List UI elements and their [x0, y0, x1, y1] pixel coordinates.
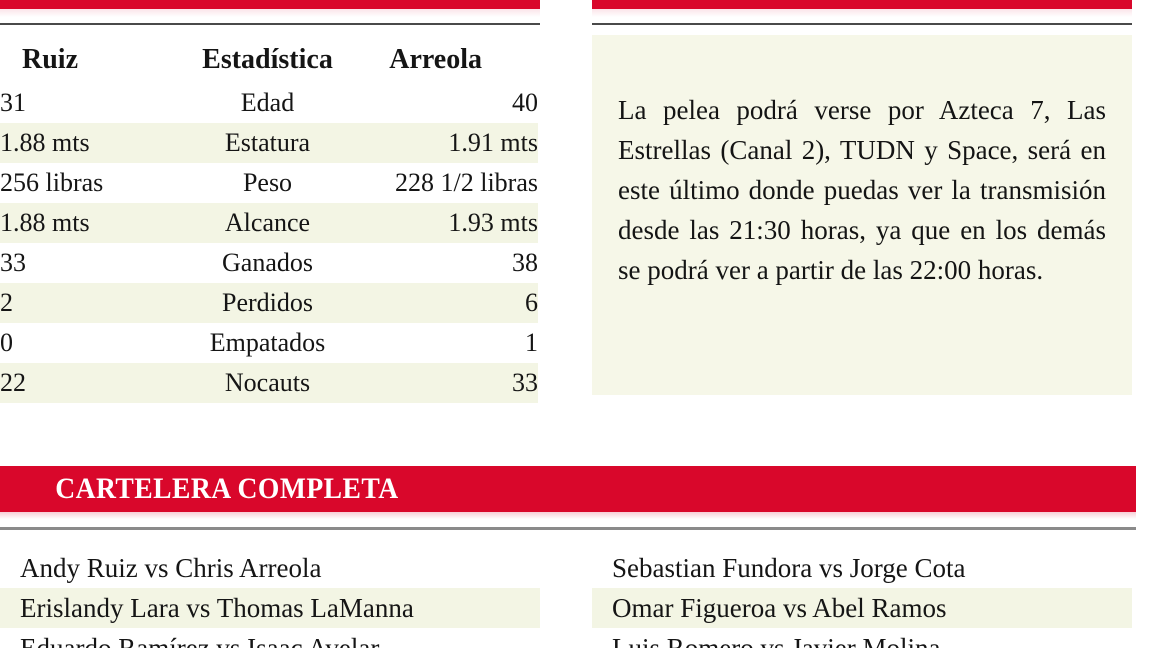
top-section: Ruiz Estadística Arreola 31 Edad 40 1.88…	[0, 0, 1132, 403]
table-row: 31 Edad 40	[0, 83, 538, 123]
cell-right-value: 1.91 mts	[448, 128, 538, 157]
cell-stat-label: Perdidos	[222, 288, 313, 317]
cell-stat-label: Alcance	[224, 208, 311, 237]
header-stat-name: Estadística	[202, 44, 333, 75]
header-fighter-left: Ruiz	[22, 44, 78, 75]
cell-left-value: 1.88 mts	[0, 208, 90, 237]
list-item: Omar Figueroa vs Abel Ramos	[592, 588, 1132, 628]
cartelera-title: CARTELERA COMPLETA	[55, 472, 399, 505]
cell-right-value: 6	[525, 288, 538, 317]
list-item: Sebastian Fundora vs Jorge Cota	[612, 553, 966, 583]
cell-stat-label: Estatura	[224, 128, 311, 157]
cartelera-divider-rule	[0, 527, 1136, 530]
cell-stat-label: Ganados	[222, 248, 313, 277]
cell-left-value: 22	[0, 368, 26, 397]
stats-column: Ruiz Estadística Arreola 31 Edad 40 1.88…	[0, 0, 540, 403]
list-item: Eduardo Ramírez vs Isaac Avelar	[20, 633, 380, 648]
cell-left-value: 31	[0, 88, 26, 117]
table-row: 1.88 mts Estatura 1.91 mts	[0, 123, 538, 163]
broadcast-paragraph: La pelea podrá verse por Azteca 7, Las E…	[618, 95, 1106, 285]
divider-rule-left	[0, 23, 540, 25]
cartelera-bouts: Andy Ruiz vs Chris Arreola Erislandy Lar…	[0, 548, 1152, 648]
cell-left-value: 256 libras	[0, 168, 104, 197]
cell-left-value: 2	[0, 288, 13, 317]
cell-right-value: 1	[525, 328, 538, 357]
fighter-stats-table: Ruiz Estadística Arreola 31 Edad 40 1.88…	[0, 37, 538, 403]
red-accent-bar-right	[592, 0, 1132, 9]
cartelera-section-header: CARTELERA COMPLETA	[0, 466, 1136, 530]
cell-stat-label: Edad	[240, 88, 295, 117]
list-item: Andy Ruiz vs Chris Arreola	[20, 553, 322, 583]
cell-right-value: 40	[512, 88, 538, 117]
table-row: 0 Empatados 1	[0, 323, 538, 363]
bouts-column-right: Sebastian Fundora vs Jorge Cota Omar Fig…	[592, 548, 1132, 648]
divider-rule-right	[592, 23, 1132, 25]
cell-right-value: 33	[512, 368, 538, 397]
bouts-column-left: Andy Ruiz vs Chris Arreola Erislandy Lar…	[0, 548, 540, 648]
cell-right-value: 228 1/2 libras	[395, 168, 538, 197]
table-row: 22 Nocauts 33	[0, 363, 538, 403]
list-item: Luis Romero vs Javier Molina	[612, 633, 941, 648]
broadcast-info-box: La pelea podrá verse por Azteca 7, Las E…	[592, 35, 1132, 395]
cell-right-value: 38	[512, 248, 538, 277]
cell-stat-label: Empatados	[209, 328, 326, 357]
cell-right-value: 1.93 mts	[448, 208, 538, 237]
red-bar-fade-left	[0, 9, 540, 17]
table-row: 1.88 mts Alcance 1.93 mts	[0, 203, 538, 243]
cell-left-value: 1.88 mts	[0, 128, 90, 157]
red-bar-fade-right	[592, 9, 1132, 17]
table-row: 33 Ganados 38	[0, 243, 538, 283]
red-accent-bar-left	[0, 0, 540, 9]
table-row: 256 libras Peso 228 1/2 libras	[0, 163, 538, 203]
cell-left-value: 33	[0, 248, 26, 277]
cartelera-banner: CARTELERA COMPLETA	[0, 466, 1136, 512]
stats-table-head: Ruiz Estadística Arreola	[0, 37, 538, 83]
header-fighter-right: Arreola	[389, 44, 482, 75]
list-item: Erislandy Lara vs Thomas LaManna	[0, 588, 540, 628]
broadcast-column: La pelea podrá verse por Azteca 7, Las E…	[592, 0, 1132, 395]
stats-header-row: Ruiz Estadística Arreola	[0, 37, 538, 83]
cell-left-value: 0	[0, 328, 13, 357]
table-row: 2 Perdidos 6	[0, 283, 538, 323]
cell-stat-label: Peso	[242, 168, 293, 197]
stats-table-body: 31 Edad 40 1.88 mts Estatura 1.91 mts 25…	[0, 83, 538, 403]
cartelera-banner-fade	[0, 512, 1136, 519]
cell-stat-label: Nocauts	[224, 368, 311, 397]
